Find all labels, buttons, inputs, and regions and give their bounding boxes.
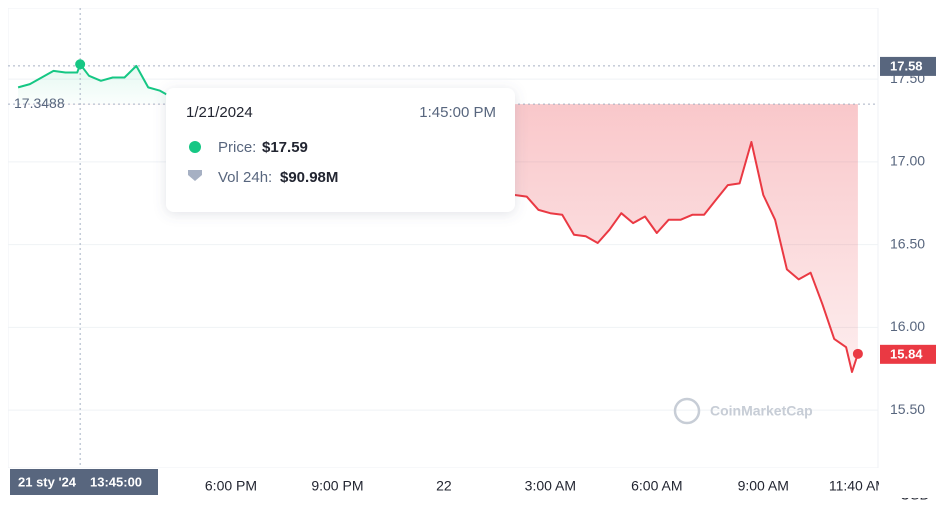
plot-area: 17.3488 CoinMarketCap (8, 8, 878, 468)
price-area (18, 64, 858, 373)
x-tick-label: 9:00 PM (311, 478, 363, 494)
y-tick-label: 15.50 (890, 401, 925, 417)
tooltip-content: 1/21/2024 1:45:00 PM Price: $17.59 Vol 2… (186, 104, 496, 186)
crosshair-date: 21 sty '24 (18, 474, 77, 489)
crosshair-time: 13:45:00 (90, 474, 142, 489)
current-price: 15.84 (890, 346, 923, 361)
current-badge (880, 344, 936, 364)
x-tick-label: 22 (436, 478, 452, 494)
watermark: CoinMarketCap (710, 403, 813, 419)
y-tick-label: 16.50 (890, 235, 925, 251)
x-tick-label: 6:00 AM (631, 478, 682, 494)
last-point (852, 348, 863, 359)
watermark-logo (673, 397, 701, 425)
tooltip-box (166, 88, 515, 212)
axis-panel (878, 0, 942, 522)
y-tick-label: 17.00 (890, 153, 925, 169)
volume-icon (188, 170, 202, 181)
label-mask (879, 476, 942, 498)
x-tick-label: 3:00 AM (525, 478, 576, 494)
tooltip-price-label: Price: (218, 139, 256, 156)
crosshair-badge (880, 56, 936, 76)
tooltip-volume-label: Vol 24h: (218, 169, 272, 186)
tooltip-time: 1:45:00 PM (419, 104, 496, 121)
tooltip-volume: $90.98M (280, 169, 338, 186)
price-icon (189, 141, 201, 153)
overlay: 17.58 15.84 21 sty '24 13:45:00 (10, 56, 936, 495)
x-tick-label: 6:00 PM (205, 478, 257, 494)
tooltip-price: $17.59 (262, 139, 308, 156)
x-tick-label: 11:40 AM (829, 478, 887, 494)
crosshair-date-badge (10, 469, 158, 495)
baseline-label: 17.3488 (14, 95, 65, 111)
tooltip (166, 88, 515, 212)
y-tick-label: 16.00 (890, 318, 925, 334)
x-tick-label: 9:00 AM (738, 478, 789, 494)
hover-point (75, 59, 86, 70)
tooltip-date: 1/21/2024 (186, 104, 253, 121)
y-tick-label: 17.50 (890, 70, 925, 86)
crosshair-price: 17.58 (890, 58, 923, 73)
